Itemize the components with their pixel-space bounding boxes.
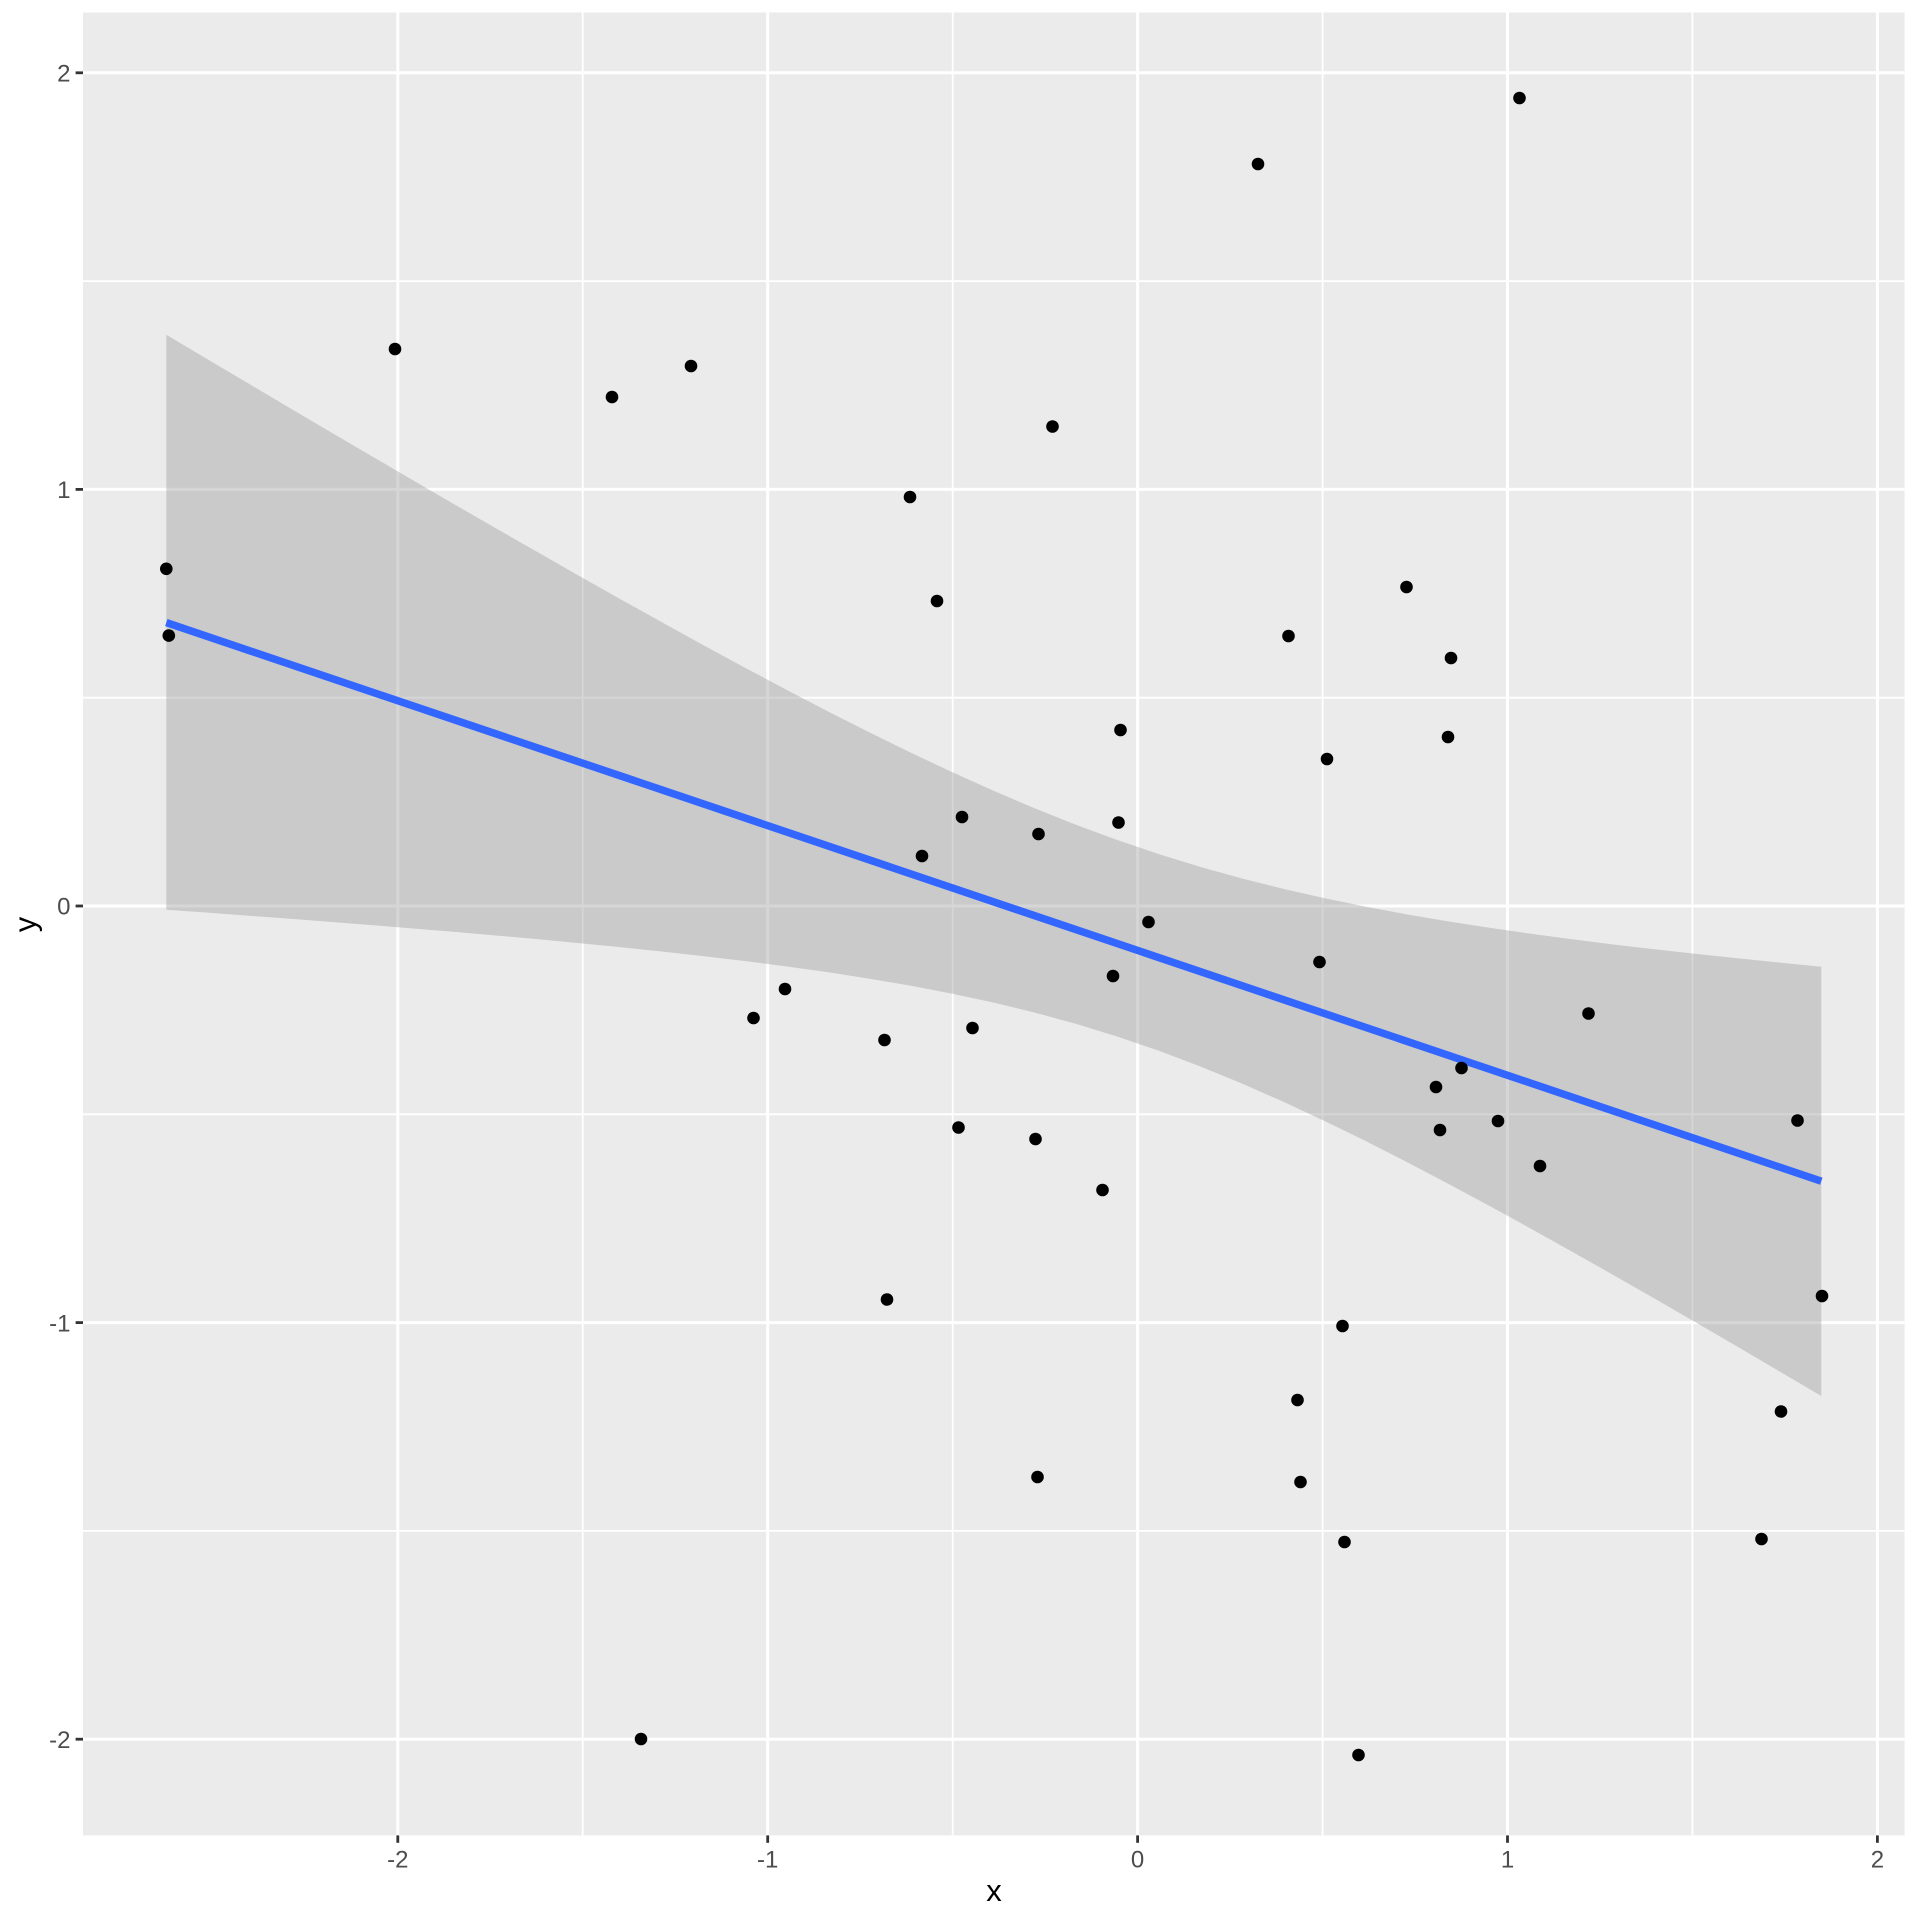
- svg-text:y: y: [8, 916, 43, 932]
- svg-text:x: x: [986, 1873, 1002, 1908]
- svg-text:-1: -1: [49, 1310, 70, 1337]
- svg-text:0: 0: [57, 894, 70, 921]
- svg-text:0: 0: [1131, 1846, 1144, 1873]
- svg-text:2: 2: [1871, 1846, 1884, 1873]
- svg-text:-2: -2: [387, 1846, 408, 1873]
- svg-text:-2: -2: [49, 1727, 70, 1754]
- svg-text:1: 1: [57, 477, 70, 504]
- svg-text:-1: -1: [757, 1846, 778, 1873]
- svg-text:2: 2: [57, 61, 70, 88]
- svg-text:1: 1: [1501, 1846, 1514, 1873]
